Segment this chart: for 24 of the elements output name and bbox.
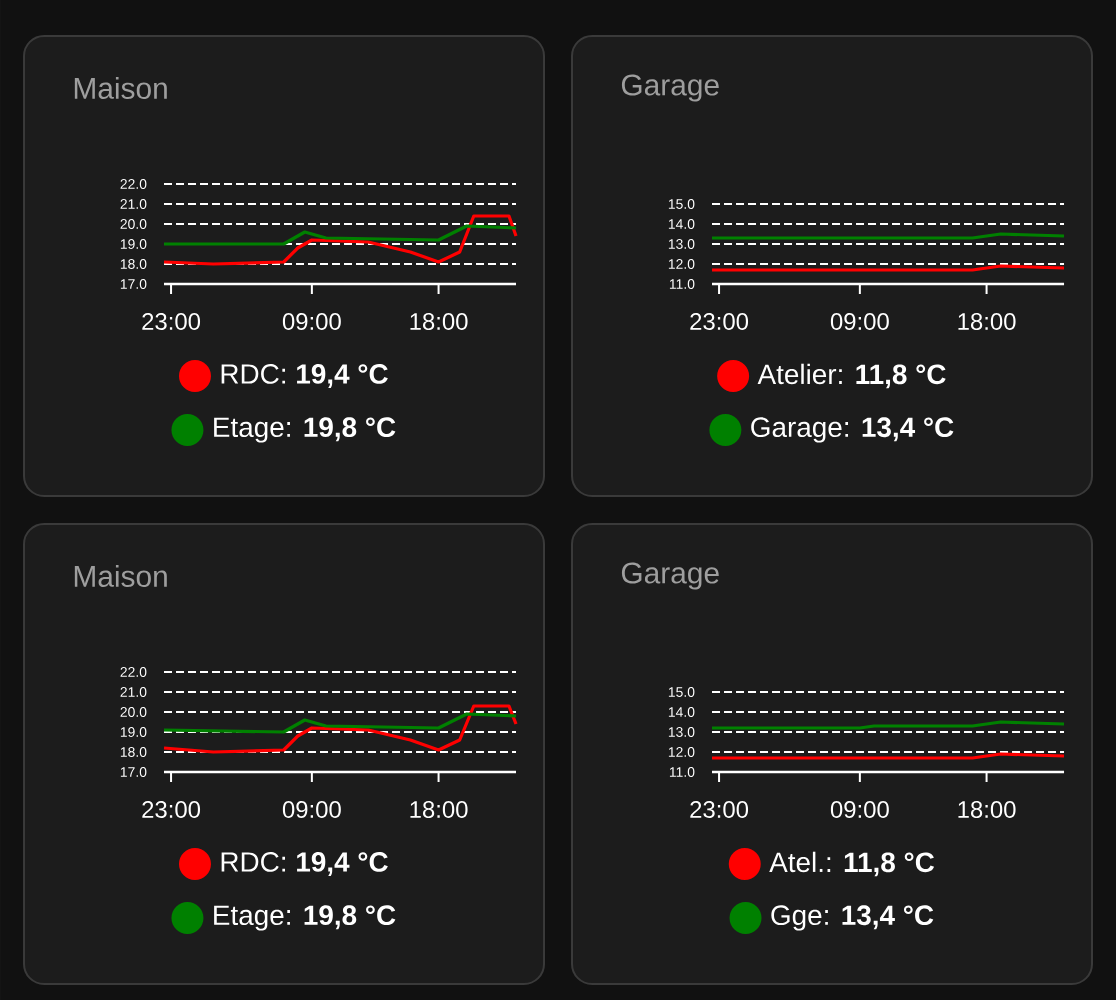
legend-label: Garage: 13,4 °C: [751, 417, 954, 443]
x-tick-label: 09:00: [830, 313, 889, 330]
chart-title: Garage: [621, 562, 719, 590]
x-tick-label: 09:00: [282, 313, 341, 330]
legend-label: Atel.: 11,8 °C: [769, 851, 935, 877]
x-tick-label: 09:00: [830, 801, 889, 818]
x-tick-label: 18:00: [410, 313, 468, 330]
x-tick-label: 18:00: [958, 801, 1016, 818]
legend-label: Atelier: 11,8 °C: [757, 363, 946, 389]
x-tick-label: 09:00: [282, 801, 341, 818]
chart-title: Maison: [74, 77, 167, 99]
legend-label: Gge: 13,4 °C: [771, 905, 934, 931]
chart-title: Maison: [74, 565, 167, 587]
legend-label: RDC: 19,4 °C: [221, 852, 388, 876]
legend-label: RDC: 19,4 °C: [221, 364, 388, 388]
x-tick-label: 23:00: [690, 801, 749, 818]
legend-label: Etage: 19,8 °C: [214, 417, 396, 443]
x-tick-label: 18:00: [410, 801, 468, 818]
x-tick-label: 23:00: [142, 801, 201, 818]
x-tick-label: 23:00: [142, 313, 201, 330]
chart-title: Garage: [621, 74, 719, 102]
x-tick-label: 18:00: [958, 313, 1016, 330]
x-tick-label: 23:00: [690, 313, 749, 330]
legend-label: Etage: 19,8 °C: [214, 905, 396, 931]
